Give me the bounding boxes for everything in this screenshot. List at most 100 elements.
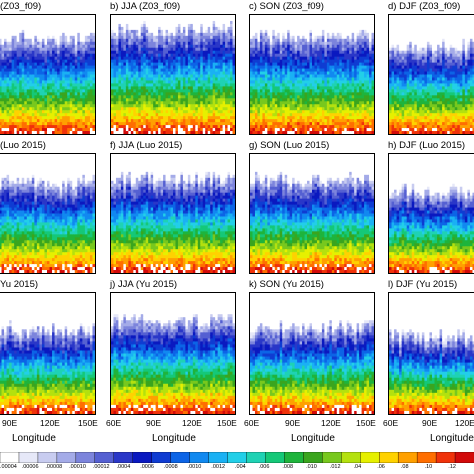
cell-c [304, 56, 308, 61]
cell-c [326, 83, 330, 87]
cell-b [222, 20, 226, 25]
cell-c [297, 104, 301, 108]
cell-b [120, 98, 124, 102]
cell-c [321, 20, 325, 25]
cell-b [125, 125, 129, 129]
cell-b [177, 104, 182, 108]
cell-c [279, 101, 283, 105]
cell-c [316, 77, 321, 82]
cell-c [264, 101, 268, 105]
cell-c [264, 41, 268, 46]
cell-b [128, 116, 132, 120]
panel-a [0, 14, 96, 135]
cell-a [36, 122, 41, 126]
cell-b [217, 68, 221, 73]
cell-c [257, 116, 261, 120]
cell-b [111, 125, 115, 129]
cell-c [250, 113, 254, 117]
cell-b [190, 59, 194, 64]
cell-b [170, 23, 174, 28]
cell-a [1, 92, 5, 96]
cell-b [227, 86, 231, 90]
cell-a [89, 104, 94, 108]
cell-a [26, 17, 30, 22]
cell-c [312, 77, 316, 82]
cell-b [195, 62, 199, 67]
cell-b [202, 101, 206, 105]
cell-b [135, 80, 139, 85]
cell-b [148, 83, 152, 87]
cell-b [217, 116, 221, 120]
cell-a [0, 38, 3, 43]
cell-b [225, 32, 229, 37]
cell-c [334, 68, 338, 73]
cell-b [158, 47, 162, 52]
cell-a [89, 98, 94, 102]
cell-c [334, 38, 338, 43]
cell-b [155, 17, 159, 22]
cell-c [316, 89, 321, 93]
cell-b [143, 89, 147, 93]
cell-c [287, 86, 291, 90]
cell-b [133, 44, 137, 49]
cell-c [284, 83, 288, 87]
cell-a [84, 122, 89, 126]
cell-b [133, 77, 137, 82]
cell-b [210, 116, 214, 120]
cell-c [331, 26, 335, 31]
cell-a [29, 89, 33, 93]
cell-a [74, 23, 78, 28]
cell-b [128, 110, 132, 114]
cell-c [294, 59, 298, 64]
cell-c [269, 56, 273, 61]
cell-c [294, 104, 298, 108]
cell-b [120, 71, 124, 76]
cell-b [175, 32, 179, 37]
cell-b [197, 50, 201, 55]
cell-a [24, 86, 28, 90]
cell-a [36, 107, 41, 111]
cell-b [212, 50, 216, 55]
cell-b [220, 38, 224, 43]
cell-b [123, 95, 127, 99]
cell-a [47, 59, 51, 64]
cell-c [319, 20, 323, 25]
cell-a [52, 38, 56, 43]
cell-b [168, 47, 172, 52]
cell-c [257, 104, 261, 108]
cell-b [128, 65, 132, 70]
cell-b [168, 95, 172, 99]
cell-a [9, 50, 13, 55]
cell-b [182, 68, 186, 73]
cell-c [277, 35, 281, 40]
cell-c [314, 65, 318, 70]
cell-b [232, 68, 235, 73]
cell-c [294, 122, 298, 126]
cell-c [334, 17, 338, 22]
cell-a [34, 107, 38, 111]
cell-a [77, 44, 81, 49]
cell-a [29, 41, 33, 46]
cell-b [192, 59, 196, 64]
cell-c [264, 77, 268, 82]
cell-b [113, 56, 117, 61]
cell-a [79, 110, 83, 114]
cell-c [274, 62, 278, 67]
cell-b [175, 74, 179, 79]
cell-b [123, 20, 127, 25]
cell-b [205, 89, 209, 93]
cell-c [250, 32, 254, 37]
cell-a [34, 122, 38, 126]
cell-c [329, 29, 333, 34]
cell-b [113, 119, 117, 123]
cell-c [314, 110, 318, 114]
cell-b [140, 50, 144, 55]
cell-c [252, 101, 256, 105]
cell-c [304, 92, 308, 96]
cell-b [130, 83, 134, 87]
cell-b [160, 29, 164, 34]
cell-a [34, 74, 38, 79]
cell-a [29, 110, 33, 114]
cell-b [230, 32, 234, 37]
cell-b [225, 74, 229, 79]
